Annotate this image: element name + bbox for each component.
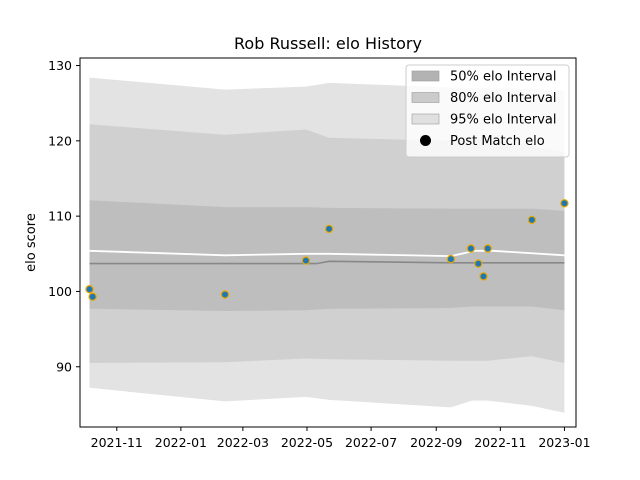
legend-label: 95% elo Interval <box>450 113 557 128</box>
axes: 90 100 110 120 130 2021-11 2022-01 2022-03 2022-… <box>48 57 591 450</box>
x-tick-label: 2022-11 <box>474 435 526 450</box>
legend: 50% elo Interval 80% elo Interval 95% elo … <box>405 64 570 158</box>
median-line <box>89 260 565 265</box>
y-axis-label: elo score <box>24 213 39 272</box>
x-tick-label: 2021-11 <box>91 435 143 450</box>
y-tick-label: 110 <box>48 209 72 224</box>
legend-swatch <box>411 70 440 82</box>
y-tick-label: 120 <box>48 133 72 148</box>
legend-label: Post Match elo <box>450 134 545 149</box>
post-match-point <box>474 259 483 268</box>
post-match-point <box>560 199 569 208</box>
post-match-point <box>466 244 476 253</box>
post-match-point <box>527 215 537 225</box>
band-3 <box>89 200 565 311</box>
legend-marker <box>420 135 431 146</box>
legend-label: 80% elo Interval <box>450 91 557 106</box>
y-tick-label: 90 <box>56 359 72 374</box>
x-tick-label: 2022-07 <box>345 435 397 450</box>
post-match-point <box>446 254 456 264</box>
legend-label: 50% elo Interval <box>450 70 557 85</box>
post-match-point <box>85 285 94 294</box>
legend-swatch <box>411 113 440 125</box>
legend-swatch <box>411 92 440 103</box>
interval-bands <box>89 77 565 413</box>
post-match-point <box>483 244 492 253</box>
post-match-point <box>324 224 334 234</box>
legend-box <box>405 64 570 158</box>
post-match-point <box>301 256 311 265</box>
y-tick-label: 100 <box>48 284 72 299</box>
y-tick-label: 130 <box>48 58 72 73</box>
x-tick-label: 2023-01 <box>538 435 590 450</box>
chart-title: Rob Russell: elo History <box>234 34 422 53</box>
x-tick-label: 2022-03 <box>217 435 269 450</box>
x-tick-label: 2022-09 <box>410 435 462 450</box>
post-match-point <box>220 290 230 299</box>
post-match-point <box>479 272 488 281</box>
post-match-points <box>85 199 569 301</box>
x-tick-label: 2022-01 <box>155 435 207 450</box>
plot-frame <box>79 57 577 428</box>
post-match-point <box>88 292 97 301</box>
x-tick-label: 2022-05 <box>281 435 333 450</box>
